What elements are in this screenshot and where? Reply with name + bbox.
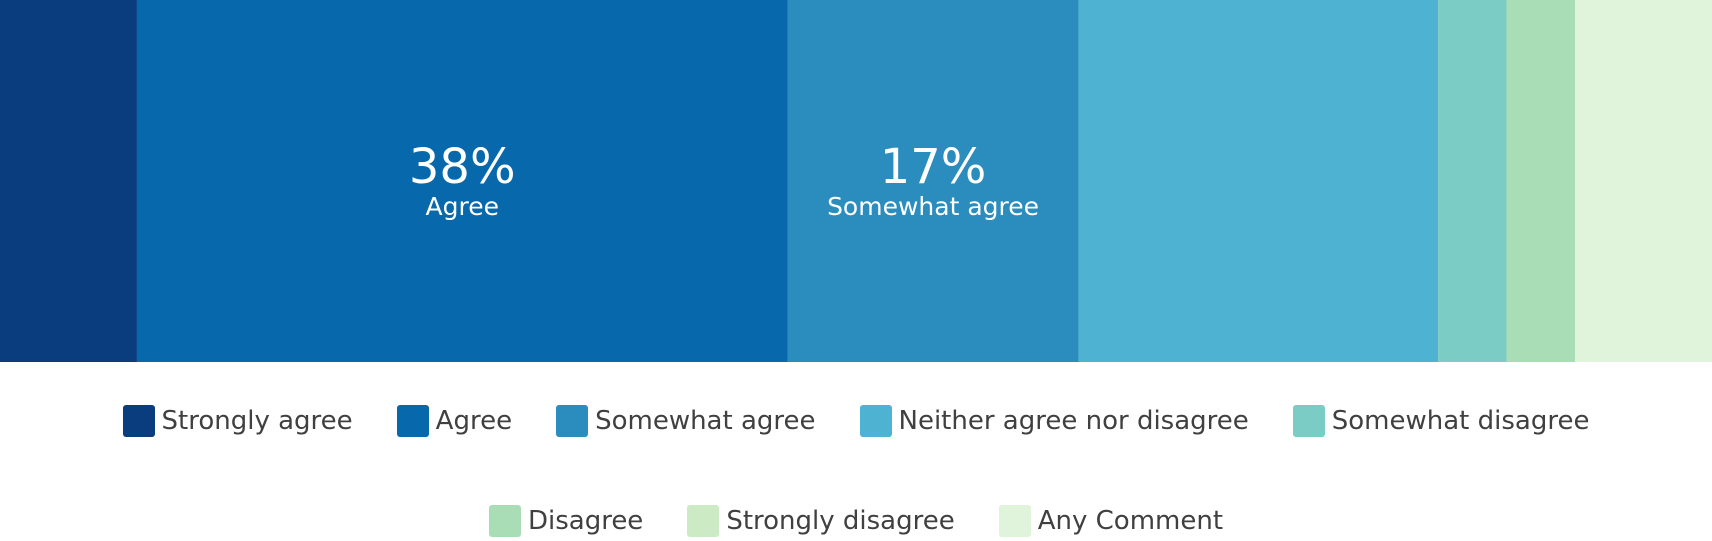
legend-item: Neither agree nor disagree <box>859 405 1249 437</box>
legend: Disagree Strongly disagree Any Comment <box>0 505 1712 537</box>
legend-swatch <box>859 405 892 437</box>
legend-item: Somewhat disagree <box>1292 405 1590 437</box>
legend-label: Somewhat disagree <box>1331 406 1590 436</box>
legend-label: Somewhat agree <box>595 406 816 436</box>
legend-label: Agree <box>435 406 513 436</box>
segment-name-label: Somewhat agree <box>827 192 1039 221</box>
legend-swatch <box>122 405 155 437</box>
bar-segment <box>136 0 788 362</box>
legend-item: Agree <box>396 405 513 437</box>
legend-label: Strongly disagree <box>726 506 955 536</box>
bar-segment <box>1438 0 1507 362</box>
legend-label: Any Comment <box>1037 506 1224 536</box>
legend-item: Strongly disagree <box>687 505 955 537</box>
chart: 38%Agree 17%Somewhat agree <box>0 0 1712 362</box>
legend-item: Disagree <box>488 505 644 537</box>
legend-swatch <box>1292 405 1325 437</box>
legend-swatch <box>396 405 429 437</box>
segment-value-label: 38% <box>409 139 516 195</box>
segment-value-label: 17% <box>880 139 987 195</box>
legend: Strongly agree Agree Somewhat agree Neither… <box>0 405 1712 437</box>
legend-item: Any Comment <box>998 505 1224 537</box>
legend-swatch <box>998 505 1031 537</box>
legend-item: Strongly agree <box>122 405 353 437</box>
legend-swatch <box>687 505 720 537</box>
bar-segment <box>1575 0 1712 362</box>
bar-segment <box>1078 0 1439 362</box>
legend-item: Somewhat agree <box>556 405 816 437</box>
legend-swatch <box>488 505 521 537</box>
legend-label: Disagree <box>527 506 644 536</box>
bar-segment <box>0 0 137 362</box>
bar-segment <box>1506 0 1576 362</box>
segment-name-label: Agree <box>426 192 499 221</box>
legend-swatch <box>556 405 589 437</box>
legend-label: Neither agree nor disagree <box>898 406 1249 436</box>
legend-label: Strongly agree <box>161 406 353 436</box>
bar-segment <box>787 0 1079 362</box>
